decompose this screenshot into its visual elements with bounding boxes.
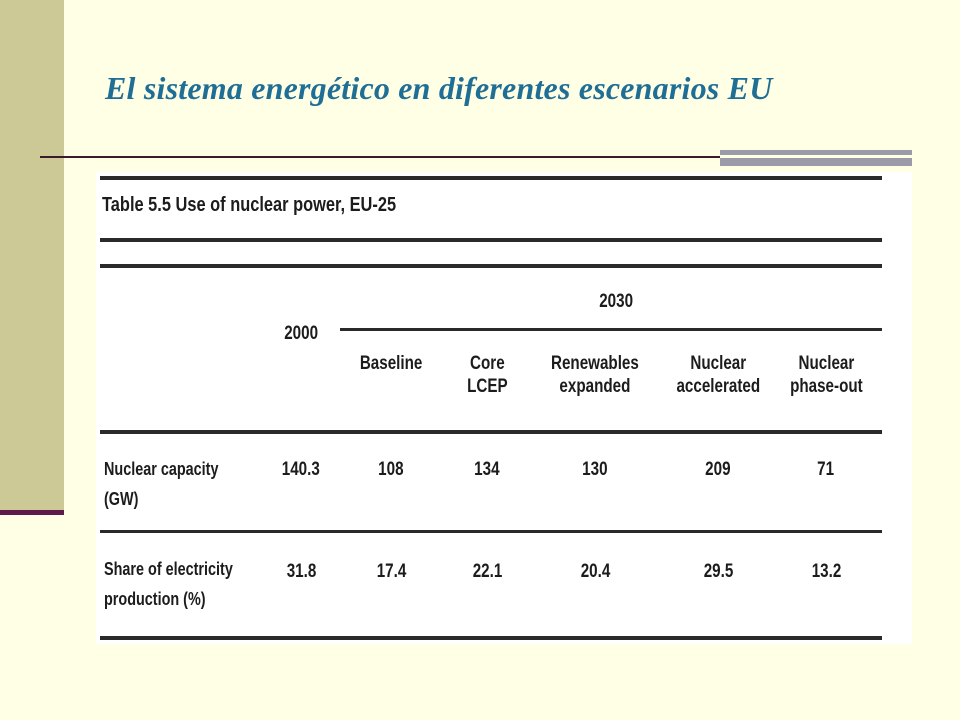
cell-share-phase-out: 13.2	[811, 561, 841, 582]
slide-title: El sistema energético en diferentes esce…	[105, 70, 773, 106]
header-bottom-rule	[100, 430, 882, 434]
cell-capacity-core-lcep: 134	[474, 459, 500, 480]
nuclear-power-table: Table 5.5 Use of nuclear power, EU-25 20…	[96, 172, 912, 644]
cell-share-baseline: 17.4	[376, 561, 406, 582]
row-divider	[100, 530, 882, 533]
scenario-baseline: Baseline	[359, 353, 423, 374]
subheader-rule	[340, 328, 882, 331]
table-caption: Table 5.5 Use of nuclear power, EU-25	[102, 194, 397, 216]
title-divider	[40, 156, 912, 158]
scenario-core-lcep: Core LCEP	[466, 353, 508, 397]
cell-share-core-lcep: 22.1	[472, 561, 502, 582]
header-2000: 2000	[284, 323, 318, 344]
cell-capacity-renewables: 130	[582, 459, 608, 480]
cell-share-2000: 31.8	[286, 561, 316, 582]
cell-share-nuclear-accel: 29.5	[703, 561, 733, 582]
header-top-rule	[100, 264, 882, 268]
table-top-rule	[100, 176, 882, 180]
scenario-nuclear-phase-out: Nuclear phase-out	[789, 353, 863, 397]
cell-capacity-nuclear-accel: 209	[705, 459, 731, 480]
scenario-nuclear-accelerated: Nuclear accelerated	[676, 353, 760, 397]
cell-share-renewables: 20.4	[580, 561, 610, 582]
title-accent-bars	[720, 150, 912, 166]
caption-rule	[100, 238, 882, 242]
cell-capacity-baseline: 108	[378, 459, 404, 480]
scenario-renewables-expanded: Renewables expanded	[551, 353, 639, 397]
cell-capacity-2000: 140.3	[281, 459, 321, 480]
left-decor-bar	[0, 0, 64, 512]
row-label-electricity-share: Share of electricity production (%)	[104, 559, 233, 609]
table-bottom-rule	[100, 636, 882, 640]
row-label-nuclear-capacity: Nuclear capacity (GW)	[104, 459, 219, 509]
cell-capacity-phase-out: 71	[817, 459, 835, 480]
left-accent-line	[0, 510, 64, 515]
header-2030: 2030	[599, 291, 633, 312]
